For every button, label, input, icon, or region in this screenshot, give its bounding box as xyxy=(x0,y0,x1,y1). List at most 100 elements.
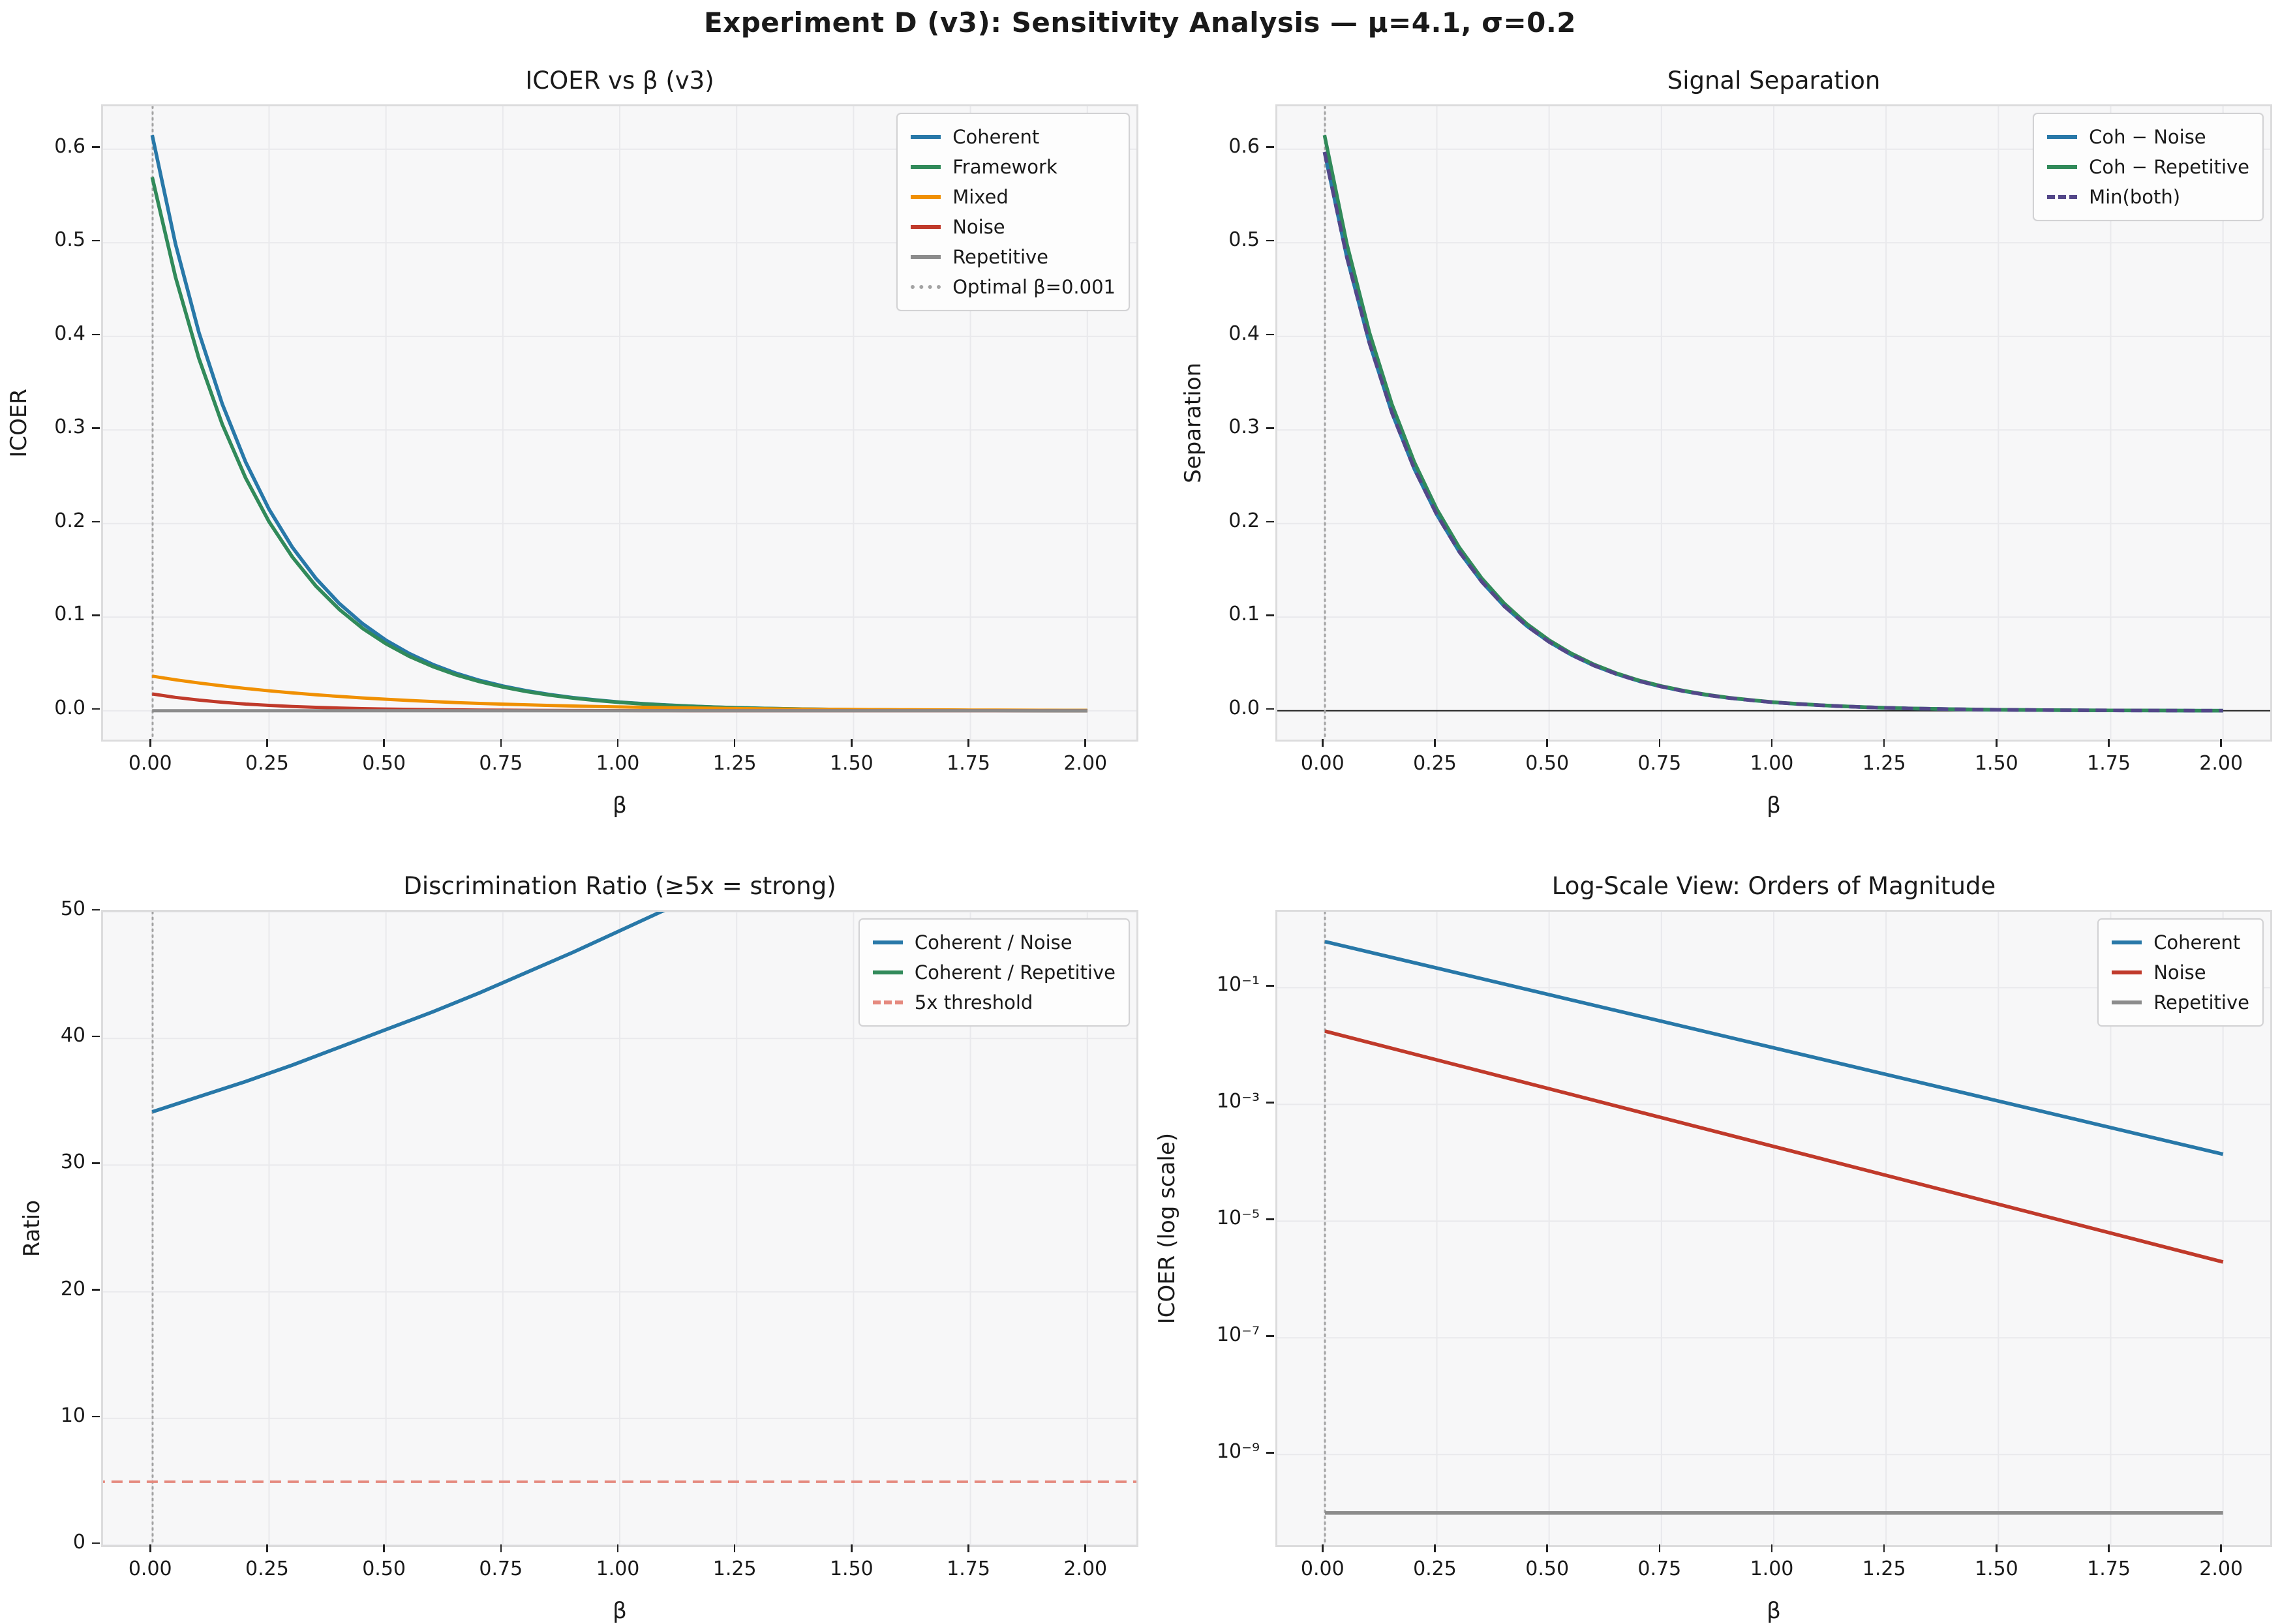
y-tick-label: 10⁻⁷ xyxy=(1216,1323,1260,1347)
legend-label: Coh − Repetitive xyxy=(2089,156,2249,178)
subplot-title: Discrimination Ratio (≥5x = strong) xyxy=(403,872,836,900)
x-tickmark xyxy=(149,739,151,747)
y-axis-label: Ratio xyxy=(19,1199,45,1257)
x-axis-label: β xyxy=(1767,1598,1781,1624)
y-tick-label: 0.1 xyxy=(1228,603,1260,626)
y-tick-label: 10⁻³ xyxy=(1216,1090,1260,1113)
x-tickmark xyxy=(733,1544,736,1552)
y-tick-label: 0.4 xyxy=(1228,322,1260,345)
x-tick-label: 0.25 xyxy=(245,752,289,775)
x-tickmark xyxy=(2108,1544,2110,1552)
y-tickmark xyxy=(92,1035,100,1038)
x-tick-label: 0.50 xyxy=(1525,752,1570,775)
x-tick-label: 0.75 xyxy=(1637,752,1682,775)
x-tick-label: 0.50 xyxy=(362,752,406,775)
x-tick-label: 0.00 xyxy=(128,1557,172,1580)
y-tick-label: 0.4 xyxy=(54,322,85,345)
legend-label: Mixed xyxy=(952,186,1009,208)
x-tickmark xyxy=(1771,1544,1773,1552)
legend-item: Coherent xyxy=(911,122,1116,152)
legend-item: Repetitive xyxy=(911,242,1116,272)
y-tickmark xyxy=(92,708,100,710)
legend-item: Coh − Noise xyxy=(2047,122,2249,152)
x-tick-label: 0.00 xyxy=(1300,752,1345,775)
y-tick-label: 40 xyxy=(60,1024,85,1047)
x-tickmark xyxy=(967,739,969,747)
y-tickmark xyxy=(1266,985,1274,987)
figure-title: Experiment D (v3): Sensitivity Analysis … xyxy=(703,7,1577,38)
y-tickmark xyxy=(1266,614,1274,616)
y-tickmark xyxy=(1266,427,1274,429)
legend-swatch-repetitive xyxy=(911,255,941,259)
x-tick-label: 1.00 xyxy=(596,752,640,775)
y-tick-label: 0.6 xyxy=(1228,134,1260,158)
y-tickmark xyxy=(92,520,100,523)
legend-swatch-repetitive xyxy=(2112,1000,2142,1004)
x-tickmark xyxy=(1434,1544,1436,1552)
legend-item: Repetitive xyxy=(2112,987,2249,1017)
y-tick-label: 20 xyxy=(60,1277,85,1301)
legend-swatch-coherent-repetitive xyxy=(872,970,903,974)
y-tick-label: 0.2 xyxy=(54,509,85,532)
chart-svg xyxy=(103,106,1136,740)
x-tickmark xyxy=(383,1544,385,1552)
x-tickmark xyxy=(500,1544,502,1552)
x-tick-label: 0.25 xyxy=(245,1557,289,1580)
y-tickmark xyxy=(92,909,100,911)
legend-label: Noise xyxy=(952,216,1005,238)
x-tickmark xyxy=(149,1544,151,1552)
x-tick-label: 1.25 xyxy=(712,752,757,775)
x-tick-label: 2.00 xyxy=(2199,1557,2243,1580)
subplot-discrimination-ratio: Discrimination Ratio (≥5x = strong) Rati… xyxy=(19,872,1138,1624)
y-tick-label: 0.6 xyxy=(54,134,85,158)
legend: Coherent / Noise Coherent / Repetitive 5x … xyxy=(858,918,1130,1027)
y-tickmark xyxy=(1266,708,1274,710)
legend-label: Noise xyxy=(2153,961,2206,984)
x-tick-label: 1.25 xyxy=(1862,1557,1906,1580)
x-tickmark xyxy=(1084,739,1086,747)
y-tick-label: 0.2 xyxy=(1228,509,1260,532)
legend-item: Framework xyxy=(911,152,1116,182)
y-tickmark xyxy=(1266,520,1274,523)
legend: Coherent Noise Repetitive xyxy=(2097,918,2264,1027)
x-tick-label: 0.75 xyxy=(479,752,523,775)
y-tick-label: 50 xyxy=(60,897,85,920)
x-tickmark xyxy=(1996,739,1998,747)
x-tickmark xyxy=(2220,739,2222,747)
legend-label: Min(both) xyxy=(2089,186,2181,208)
x-tick-label: 2.00 xyxy=(1063,1557,1108,1580)
legend-label: Optimal β=0.001 xyxy=(952,276,1116,298)
legend-swatch-coh-repetitive xyxy=(2047,165,2078,169)
y-tickmark xyxy=(1266,1102,1274,1104)
x-tickmark xyxy=(1771,739,1773,747)
series-min-both- xyxy=(1322,151,2223,713)
x-tickmark xyxy=(1658,739,1661,747)
legend-swatch-framework xyxy=(911,165,941,169)
x-tick-label: 2.00 xyxy=(2199,752,2243,775)
legend-label: Coherent xyxy=(2153,931,2241,954)
x-tick-label: 0.25 xyxy=(1413,1557,1457,1580)
plot-area: Coherent Framework Mixed Noise Repetitive Opt… xyxy=(101,104,1138,742)
subplot-title: ICOER vs β (v3) xyxy=(525,67,714,95)
subplot-title: Log-Scale View: Orders of Magnitude xyxy=(1551,872,1996,900)
legend-item: Coherent xyxy=(2112,927,2249,957)
legend-swatch-optimal-0-001 xyxy=(911,285,941,289)
x-axis-label: β xyxy=(613,1598,627,1624)
y-tick-label: 0.5 xyxy=(1228,228,1260,252)
x-tick-label: 1.50 xyxy=(829,1557,874,1580)
y-tickmark xyxy=(1266,1452,1274,1454)
legend-item: Coherent / Noise xyxy=(872,927,1116,957)
x-tickmark xyxy=(1546,1544,1548,1552)
x-tick-label: 1.50 xyxy=(829,752,874,775)
series-coherent-noise xyxy=(151,912,665,1114)
subplot-icoer-vs-beta: ICOER vs β (v3) ICOER β Coherent Framewor… xyxy=(6,67,1138,819)
series-noise xyxy=(1324,1029,2224,1264)
subplot-title: Signal Separation xyxy=(1667,67,1881,95)
y-tick-label: 10 xyxy=(60,1404,85,1427)
x-tick-label: 1.25 xyxy=(1862,752,1906,775)
x-tickmark xyxy=(967,1544,969,1552)
legend-item: 5x threshold xyxy=(872,987,1116,1017)
x-tickmark xyxy=(851,739,853,747)
x-tick-label: 0.50 xyxy=(362,1557,406,1580)
legend-swatch-noise xyxy=(2112,970,2142,974)
